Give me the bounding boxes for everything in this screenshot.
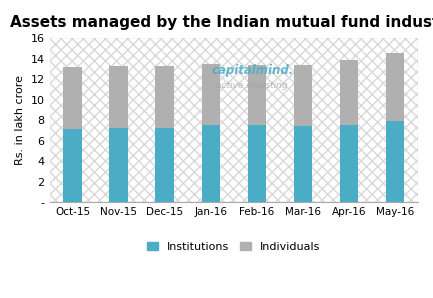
Bar xyxy=(248,125,266,202)
Bar xyxy=(63,67,82,129)
Bar xyxy=(155,128,174,202)
Text: active investing: active investing xyxy=(216,81,288,90)
Bar xyxy=(49,38,418,202)
Bar xyxy=(201,64,220,125)
Bar xyxy=(340,60,358,125)
Bar xyxy=(155,66,174,128)
Legend: Institutions, Individuals: Institutions, Individuals xyxy=(142,237,325,256)
Bar xyxy=(294,126,312,202)
Bar xyxy=(248,125,266,202)
Bar xyxy=(63,67,82,129)
Bar xyxy=(110,128,128,202)
Bar xyxy=(386,54,404,121)
Bar xyxy=(340,125,358,202)
Bar xyxy=(248,65,266,125)
Bar xyxy=(201,64,220,125)
Bar xyxy=(155,66,174,128)
Bar xyxy=(340,125,358,202)
Text: capitalmind.: capitalmind. xyxy=(211,64,293,77)
Bar xyxy=(155,128,174,202)
Bar xyxy=(386,54,404,121)
Bar xyxy=(201,125,220,202)
Bar xyxy=(63,129,82,202)
Bar xyxy=(110,66,128,128)
Bar xyxy=(294,126,312,202)
Bar xyxy=(386,121,404,202)
Bar xyxy=(340,60,358,125)
Y-axis label: Rs. in lakh crore: Rs. in lakh crore xyxy=(15,75,25,165)
Bar xyxy=(110,128,128,202)
Bar xyxy=(248,65,266,125)
Title: Assets managed by the Indian mutual fund industry: Assets managed by the Indian mutual fund… xyxy=(10,15,433,30)
Bar xyxy=(110,66,128,128)
Bar xyxy=(63,129,82,202)
Bar xyxy=(386,121,404,202)
Bar xyxy=(294,65,312,126)
Bar xyxy=(294,65,312,126)
Bar xyxy=(201,125,220,202)
